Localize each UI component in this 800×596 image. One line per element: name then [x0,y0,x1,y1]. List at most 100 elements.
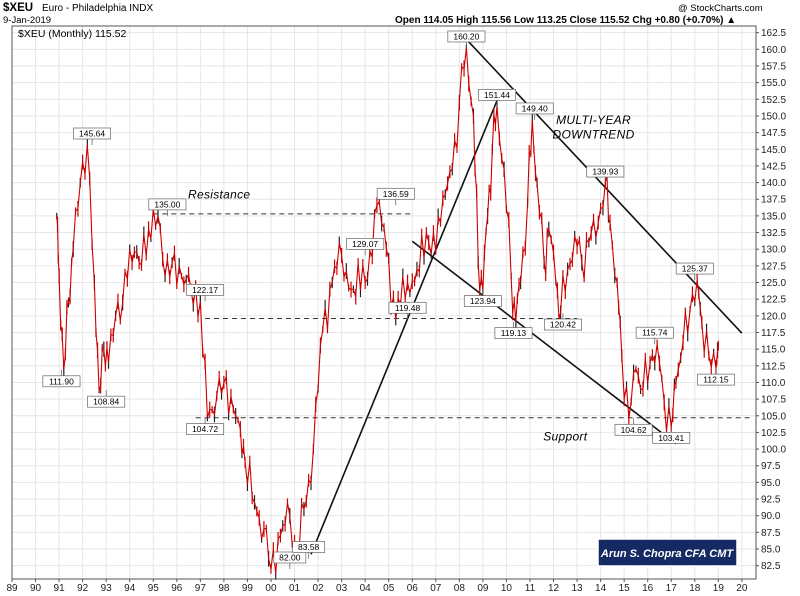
peak-label: 119.13 [501,328,527,338]
peak-label: 149.40 [522,103,548,113]
y-tick-label: 85.0 [761,545,781,556]
x-tick-label: 19 [713,583,725,594]
x-tick-label: 13 [572,583,584,594]
peak-label-box [463,295,502,307]
peak-label-box [697,373,735,386]
x-tick-label: 05 [383,583,395,594]
x-tick-label: 96 [171,583,183,594]
trendline [465,38,743,334]
y-tick-label: 147.5 [761,128,786,139]
y-tick-label: 150.0 [761,111,786,122]
ohlc-readout: Open 114.05 High 115.56 Low 113.25 Close… [395,15,736,26]
y-tick-label: 105.0 [761,411,786,422]
x-tick-label: 98 [218,583,230,594]
grid-lines [11,26,756,579]
y-tick-label: 100.0 [761,445,786,456]
y-tick-label: 145.0 [761,145,786,156]
y-tick-label: 87.5 [761,528,781,539]
y-tick-label: 92.5 [761,495,781,506]
y-tick-label: 97.5 [761,461,781,472]
peak-labels: 111.90 145.64 108.84 135.00 122.17 104.72 82.0… [42,30,735,570]
x-tick-label: 94 [124,583,136,594]
y-tick-label: 125.0 [761,278,786,289]
y-tick-label: 157.5 [761,61,786,72]
peak-label-box [273,551,307,564]
x-tick-label: 14 [595,583,607,594]
x-tick-label: 03 [336,583,348,594]
x-tick-label: 99 [242,583,254,594]
x-tick-label: 15 [619,583,631,594]
peak-label: 136.59 [383,189,409,199]
x-tick-label: 01 [289,583,301,594]
y-tick-label: 130.0 [761,245,786,256]
peak-label: 129.07 [352,239,378,249]
peak-label-box [515,102,554,115]
peak-label-box [635,326,674,339]
y-tick-label: 107.5 [761,395,786,406]
x-tick-label: 02 [313,583,325,594]
y-tick-label: 152.5 [761,95,786,106]
chart-name: Euro - Philadelphia INDX [42,3,153,14]
x-tick-label: 06 [407,583,419,594]
y-axis: 82.5 85.0 87.5 90.0 92.5 95.0 97.5 100.0 102.5 10… [756,28,786,572]
chart-annotation: MULTI-YEAR [556,113,631,127]
y-tick-label: 142.5 [761,161,786,172]
y-tick-label: 132.5 [761,228,786,239]
plot-frame [11,25,757,580]
x-tick-label: 20 [736,583,748,594]
chart-date: 9-Jan-2019 [3,15,51,26]
x-tick-label: 04 [360,583,372,594]
x-tick-label: 16 [642,583,654,594]
peak-label: 108.84 [93,397,119,407]
peak-label-box [675,262,714,275]
peak-label-box [376,187,415,200]
peak-label: 135.00 [154,199,180,209]
peak-label-box [494,327,533,339]
y-tick-label: 162.5 [761,28,786,39]
signature-box: Arun S. Chopra CFA CMT [597,538,738,567]
chart-legend: $XEU (Monthly) 115.52 [18,28,127,40]
peak-label-box [186,423,225,435]
peak-label-box [42,375,81,388]
x-tick-label: 90 [30,583,42,594]
y-tick-label: 135.0 [761,211,786,222]
y-tick-label: 120.0 [761,311,786,322]
x-tick-label: 93 [101,583,113,594]
peak-label-box [186,284,225,296]
peak-label-box [614,423,653,436]
y-tick-label: 140.0 [761,178,786,189]
peak-label: 82.00 [279,553,301,563]
chart-annotation: Resistance [188,188,250,202]
y-tick-label: 90.0 [761,511,781,522]
x-tick-label: 89 [6,583,18,594]
peak-label-box [73,127,112,140]
copyright-text: @ StockCharts.com [678,3,763,14]
x-axis: 89 90 91 92 93 94 95 96 97 98 99 00 01 02 03 04 05 06 07 08… [6,579,748,594]
peak-label-box [478,89,516,101]
trendline [411,240,677,445]
x-tick-label: 18 [689,583,701,594]
x-tick-label: 95 [148,583,160,594]
x-tick-label: 07 [430,583,442,594]
peak-label: 119.48 [395,303,421,313]
peak-label-box [346,238,385,250]
peak-label: 104.62 [621,425,647,435]
peak-label: 83.58 [298,542,320,552]
peak-label-box [87,395,126,408]
x-tick-label: 97 [195,583,207,594]
peak-label-box [447,30,486,43]
peak-label: 115.74 [642,328,668,338]
chart-annotation: Support [543,429,587,443]
y-tick-label: 95.0 [761,478,781,489]
x-tick-label: 17 [666,583,678,594]
y-tick-label: 127.5 [761,261,786,272]
x-tick-label: 91 [54,583,66,594]
peak-label-box [652,432,691,444]
y-tick-label: 102.5 [761,428,786,439]
peak-label: 151.44 [484,90,510,100]
y-tick-label: 110.0 [761,378,786,389]
peak-label-box [586,165,625,178]
peak-label-box [388,301,427,314]
